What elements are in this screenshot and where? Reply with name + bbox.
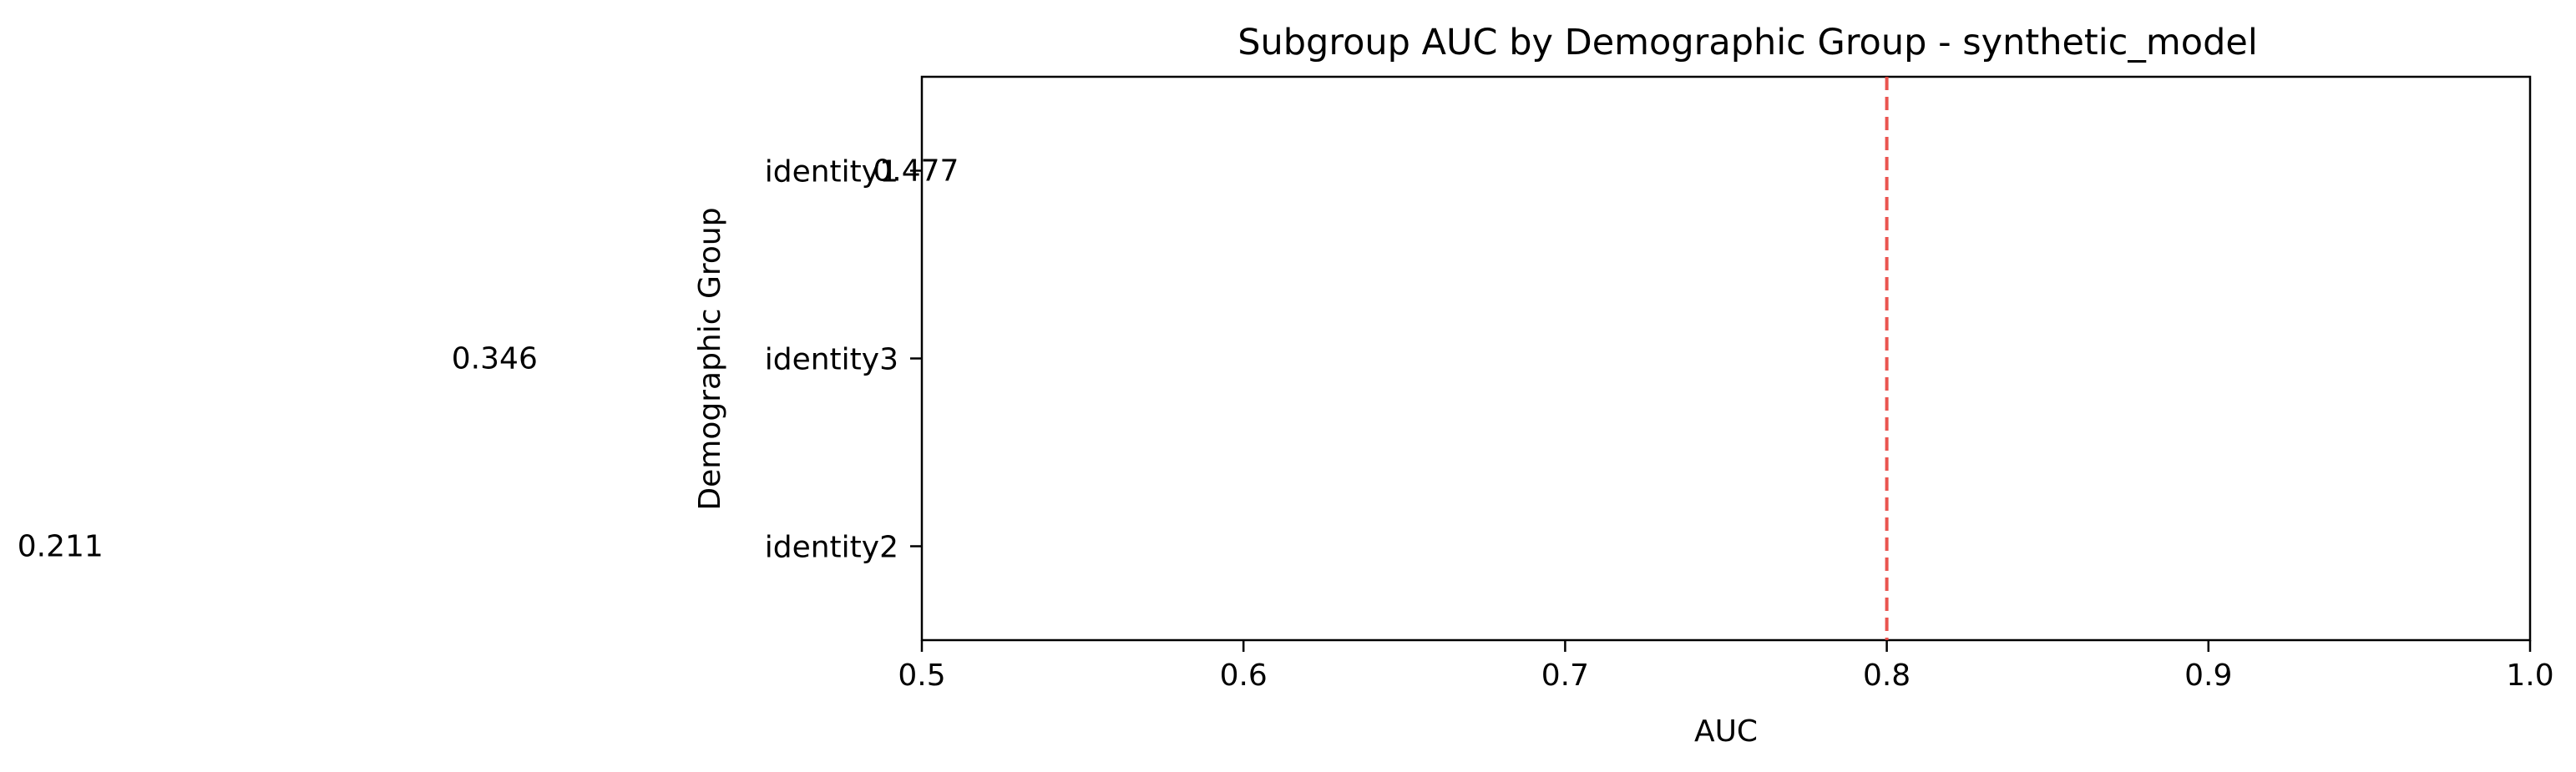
x-axis: 0.5 0.6 0.7 0.8 0.9 1.0: [898, 640, 2554, 693]
x-tick-label: 0.8: [1863, 658, 1910, 693]
x-tick-label: 0.9: [2184, 658, 2232, 693]
plot-area-frame: [920, 75, 2532, 642]
bar-value-label: 0.211: [18, 530, 104, 564]
y-tick-label: identity1: [765, 155, 898, 189]
x-tick-label: 0.6: [1220, 658, 1268, 693]
y-axis-label: Demographic Group: [693, 207, 727, 510]
x-tick-label: 1.0: [2506, 658, 2553, 693]
y-axis: identity1 identity3 identity2: [765, 155, 922, 565]
value-labels: 0.477 0.346 0.211: [18, 154, 959, 564]
chart-title: Subgroup AUC by Demographic Group - synt…: [1237, 22, 2258, 63]
bar-value-label: 0.346: [452, 342, 538, 376]
x-tick-label: 0.7: [1541, 658, 1589, 693]
x-axis-label: AUC: [1694, 714, 1758, 749]
y-tick-label: identity3: [765, 343, 898, 377]
x-tick-label: 0.5: [898, 658, 945, 693]
y-tick-label: identity2: [765, 531, 898, 565]
bar-value-label: 0.477: [873, 154, 959, 189]
